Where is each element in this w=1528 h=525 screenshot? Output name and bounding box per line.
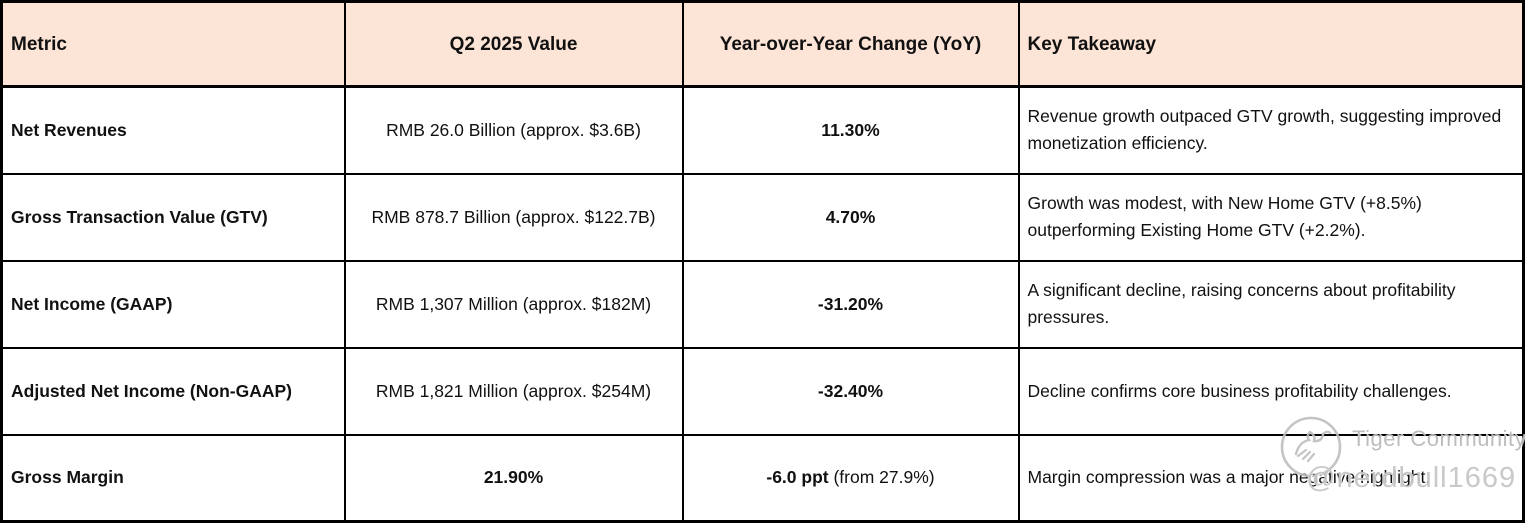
column-header-metric: Metric [0, 0, 346, 88]
table-row: Gross Margin 21.90% -6.0 ppt (from 27.9%… [0, 433, 1525, 523]
metric-cell: Net Income (GAAP) [0, 259, 346, 349]
value-cell: RMB 26.0 Billion (approx. $3.6B) [343, 85, 684, 175]
takeaway-cell: Revenue growth outpaced GTV growth, sugg… [1017, 85, 1525, 175]
takeaway-cell: Decline confirms core business profitabi… [1017, 346, 1525, 436]
yoy-value: -31.20% [817, 293, 884, 314]
value-cell: RMB 1,307 Million (approx. $182M) [343, 259, 684, 349]
takeaway-cell: A significant decline, raising concerns … [1017, 259, 1525, 349]
column-header-key-takeaway: Key Takeaway [1017, 0, 1525, 88]
column-header-yoy-change: Year-over-Year Change (YoY) [681, 0, 1020, 88]
metric-cell: Gross Transaction Value (GTV) [0, 172, 346, 262]
takeaway-cell: Margin compression was a major negative … [1017, 433, 1525, 523]
yoy-cell: -6.0 ppt (from 27.9%) [681, 433, 1020, 523]
column-header-q2-2025-value: Q2 2025 Value [343, 0, 684, 88]
table-row: Adjusted Net Income (Non-GAAP) RMB 1,821… [0, 346, 1525, 436]
metric-cell: Net Revenues [0, 85, 346, 175]
value-cell: 21.90% [343, 433, 684, 523]
yoy-cell: -31.20% [681, 259, 1020, 349]
yoy-value: 4.70% [825, 206, 876, 227]
yoy-value: -6.0 ppt [766, 467, 829, 488]
yoy-cell: 11.30% [681, 85, 1020, 175]
yoy-note: (from 27.9%) [828, 467, 935, 488]
table-row: Net Income (GAAP) RMB 1,307 Million (app… [0, 259, 1525, 349]
takeaway-cell: Growth was modest, with New Home GTV (+8… [1017, 172, 1525, 262]
metric-cell: Gross Margin [0, 433, 346, 523]
table-header-row: Metric Q2 2025 Value Year-over-Year Chan… [0, 0, 1525, 88]
value-cell: RMB 878.7 Billion (approx. $122.7B) [343, 172, 684, 262]
yoy-value: 11.30% [821, 119, 880, 140]
table-row: Net Revenues RMB 26.0 Billion (approx. $… [0, 85, 1525, 175]
value-cell: RMB 1,821 Million (approx. $254M) [343, 346, 684, 436]
yoy-value: -32.40% [817, 380, 884, 401]
table-row: Gross Transaction Value (GTV) RMB 878.7 … [0, 172, 1525, 262]
yoy-cell: 4.70% [681, 172, 1020, 262]
yoy-cell: -32.40% [681, 346, 1020, 436]
metric-cell: Adjusted Net Income (Non-GAAP) [0, 346, 346, 436]
